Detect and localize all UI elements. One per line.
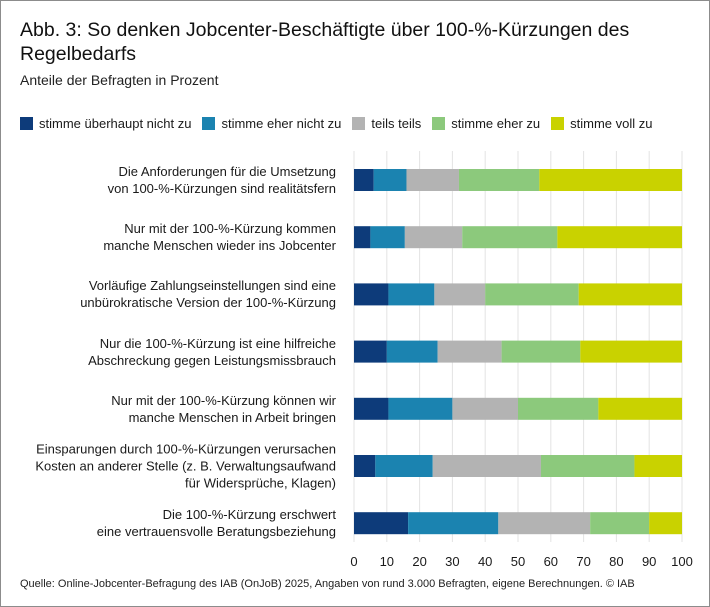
bar-segment-teils-teils-row-6: [432, 455, 541, 477]
category-label: Die Anforderungen für die Umsetzung von 1…: [6, 163, 336, 197]
bar-segment-teils-teils-row-1: [406, 169, 459, 191]
x-tick-label: 20: [412, 554, 426, 569]
x-tick-label: 80: [609, 554, 623, 569]
x-tick-label: 70: [576, 554, 590, 569]
legend-label: stimme voll zu: [570, 115, 653, 131]
bar-segment-teils-teils-row-3: [434, 283, 486, 306]
x-tick-label: 100: [671, 554, 693, 569]
legend-label: stimme eher zu: [451, 115, 541, 131]
category-label-line: von 100-%-Kürzungen sind realitätsfern: [107, 181, 336, 196]
bar-segment-stimme-eher-nicht-zu-row-7: [408, 512, 499, 535]
bar-segment-stimme-voll-zu-row-1: [539, 169, 682, 191]
category-label-line: Einsparungen durch 100-%-Kürzungen verur…: [36, 441, 336, 457]
bar-segment-stimme-voll-zu-row-4: [580, 340, 682, 363]
bar-segment-stimme-eher-zu-row-5: [518, 397, 599, 420]
bar-segment-stimme-eher-nicht-zu-row-3: [388, 283, 435, 306]
legend-swatch: [432, 116, 446, 130]
category-label-line: manche Menschen in Arbeit bringen: [128, 409, 336, 425]
bar-segment-stimme-voll-zu-row-2: [557, 226, 682, 249]
bar-segment-stimme-eher-nicht-zu-row-5: [388, 397, 453, 420]
category-label-line: manche Menschen wieder ins Jobcenter: [103, 238, 336, 254]
legend-swatch: [352, 116, 366, 130]
legend-item-stimme-eher-zu: stimme eher zu: [432, 116, 540, 131]
bar-segment-stimme-ueberhaupt-nicht-zu-row-6: [354, 455, 376, 477]
bar-segment-stimme-eher-nicht-zu-row-6: [375, 455, 433, 477]
bar-segment-stimme-eher-zu-row-1: [458, 169, 540, 191]
bar-segment-stimme-voll-zu-row-6: [634, 455, 682, 477]
category-label-line: Abschreckung gegen Leistungsmissbrauch: [88, 352, 336, 368]
bar-segment-stimme-ueberhaupt-nicht-zu-row-3: [354, 283, 389, 306]
bar-segment-stimme-ueberhaupt-nicht-zu-row-1: [354, 169, 374, 191]
bar-segment-stimme-voll-zu-row-5: [598, 397, 682, 420]
category-label: Einsparungen durch 100-%-Kürzungen verur…: [6, 441, 336, 492]
bar-segment-stimme-eher-zu-row-2: [462, 226, 558, 249]
x-tick-label: 40: [478, 554, 492, 569]
bar-segment-teils-teils-row-4: [437, 340, 502, 363]
chart-subtitle: Anteile der Befragten in Prozent: [20, 72, 219, 88]
x-tick-label: 60: [544, 554, 558, 569]
bar-segment-stimme-ueberhaupt-nicht-zu-row-2: [354, 226, 371, 249]
bar-segment-teils-teils-row-5: [452, 397, 518, 420]
legend-label: stimme überhaupt nicht zu: [39, 115, 192, 131]
legend-item-stimme-eher-nicht-zu: stimme eher nicht zu: [202, 116, 341, 131]
category-label: Nur die 100-%-Kürzung ist eine hilfreich…: [6, 335, 336, 369]
bar-segment-teils-teils-row-2: [404, 226, 463, 249]
category-label-line: unbürokratische Version der 100-%-Kürzun…: [80, 295, 336, 311]
category-label: Die 100-%-Kürzung erschwert eine vertraue…: [6, 506, 336, 540]
bar-segment-stimme-ueberhaupt-nicht-zu-row-5: [354, 397, 389, 420]
bar-segment-stimme-eher-zu-row-3: [485, 283, 579, 306]
legend-swatch: [20, 116, 33, 130]
bar-segment-stimme-eher-nicht-zu-row-1: [373, 169, 407, 191]
category-label-line: Nur mit der 100-%-Kürzung können wir: [111, 392, 336, 408]
bar-segment-stimme-voll-zu-row-7: [649, 512, 682, 535]
legend-label: teils teils: [371, 115, 422, 131]
x-tick-label: 50: [511, 554, 525, 569]
chart-title: Abb. 3: So denken Jobcenter-Beschäftigte…: [20, 19, 630, 65]
bar-segment-stimme-eher-nicht-zu-row-2: [370, 226, 405, 249]
legend-swatch: [202, 116, 216, 130]
category-label-line: Nur die 100-%-Kürzung ist eine hilfreich…: [99, 335, 336, 351]
category-label: Nur mit der 100-%-Kürzung können wir manc…: [6, 392, 336, 426]
x-tick-label: 0: [350, 554, 357, 569]
bar-segment-stimme-eher-nicht-zu-row-4: [386, 340, 438, 363]
legend-item-stimme-voll-zu: stimme voll zu: [551, 115, 653, 131]
legend-item-teils-teils: teils teils: [352, 116, 421, 131]
bar-segment-stimme-eher-zu-row-6: [540, 455, 635, 477]
bar-segment-stimme-eher-zu-row-4: [501, 340, 581, 363]
legend-label: stimme eher nicht zu: [221, 115, 342, 131]
category-label: Vorläufige Zahlungseinstellungen sind ei…: [6, 277, 336, 311]
category-label-line: Kosten an anderer Stelle (z. B. Verwaltu…: [35, 458, 336, 474]
legend-item-stimme-ueberhaupt-nicht-zu: stimme überhaupt nicht zu: [20, 116, 191, 131]
category-label-line: Die 100-%-Kürzung erschwert: [162, 507, 336, 523]
x-tick-label: 30: [445, 554, 459, 569]
chart-legend: stimme überhaupt nicht zu stimme eher nic…: [20, 115, 653, 131]
category-label-line: Nur mit der 100-%-Kürzung kommen: [124, 221, 336, 237]
category-label: Nur mit der 100-%-Kürzung kommen manche M…: [6, 220, 336, 254]
bar-segment-stimme-ueberhaupt-nicht-zu-row-7: [354, 512, 409, 535]
bar-segment-teils-teils-row-7: [498, 512, 591, 535]
category-label-line: Vorläufige Zahlungseinstellungen sind ei…: [88, 278, 336, 294]
x-tick-label: 10: [380, 554, 394, 569]
category-label-line: Die Anforderungen für die Umsetzung: [118, 164, 336, 179]
source-note: Quelle: Online-Jobcenter-Befragung des I…: [20, 578, 635, 590]
legend-swatch: [551, 116, 565, 130]
category-label-line: für Widersprüche, Klagen): [184, 475, 336, 491]
bar-segment-stimme-ueberhaupt-nicht-zu-row-4: [354, 340, 387, 363]
bar-segment-stimme-eher-zu-row-7: [590, 512, 650, 535]
bar-segment-stimme-voll-zu-row-3: [578, 283, 682, 306]
category-label-line: eine vertrauensvolle Beratungsbeziehung: [96, 524, 336, 540]
x-tick-label: 90: [642, 554, 656, 569]
